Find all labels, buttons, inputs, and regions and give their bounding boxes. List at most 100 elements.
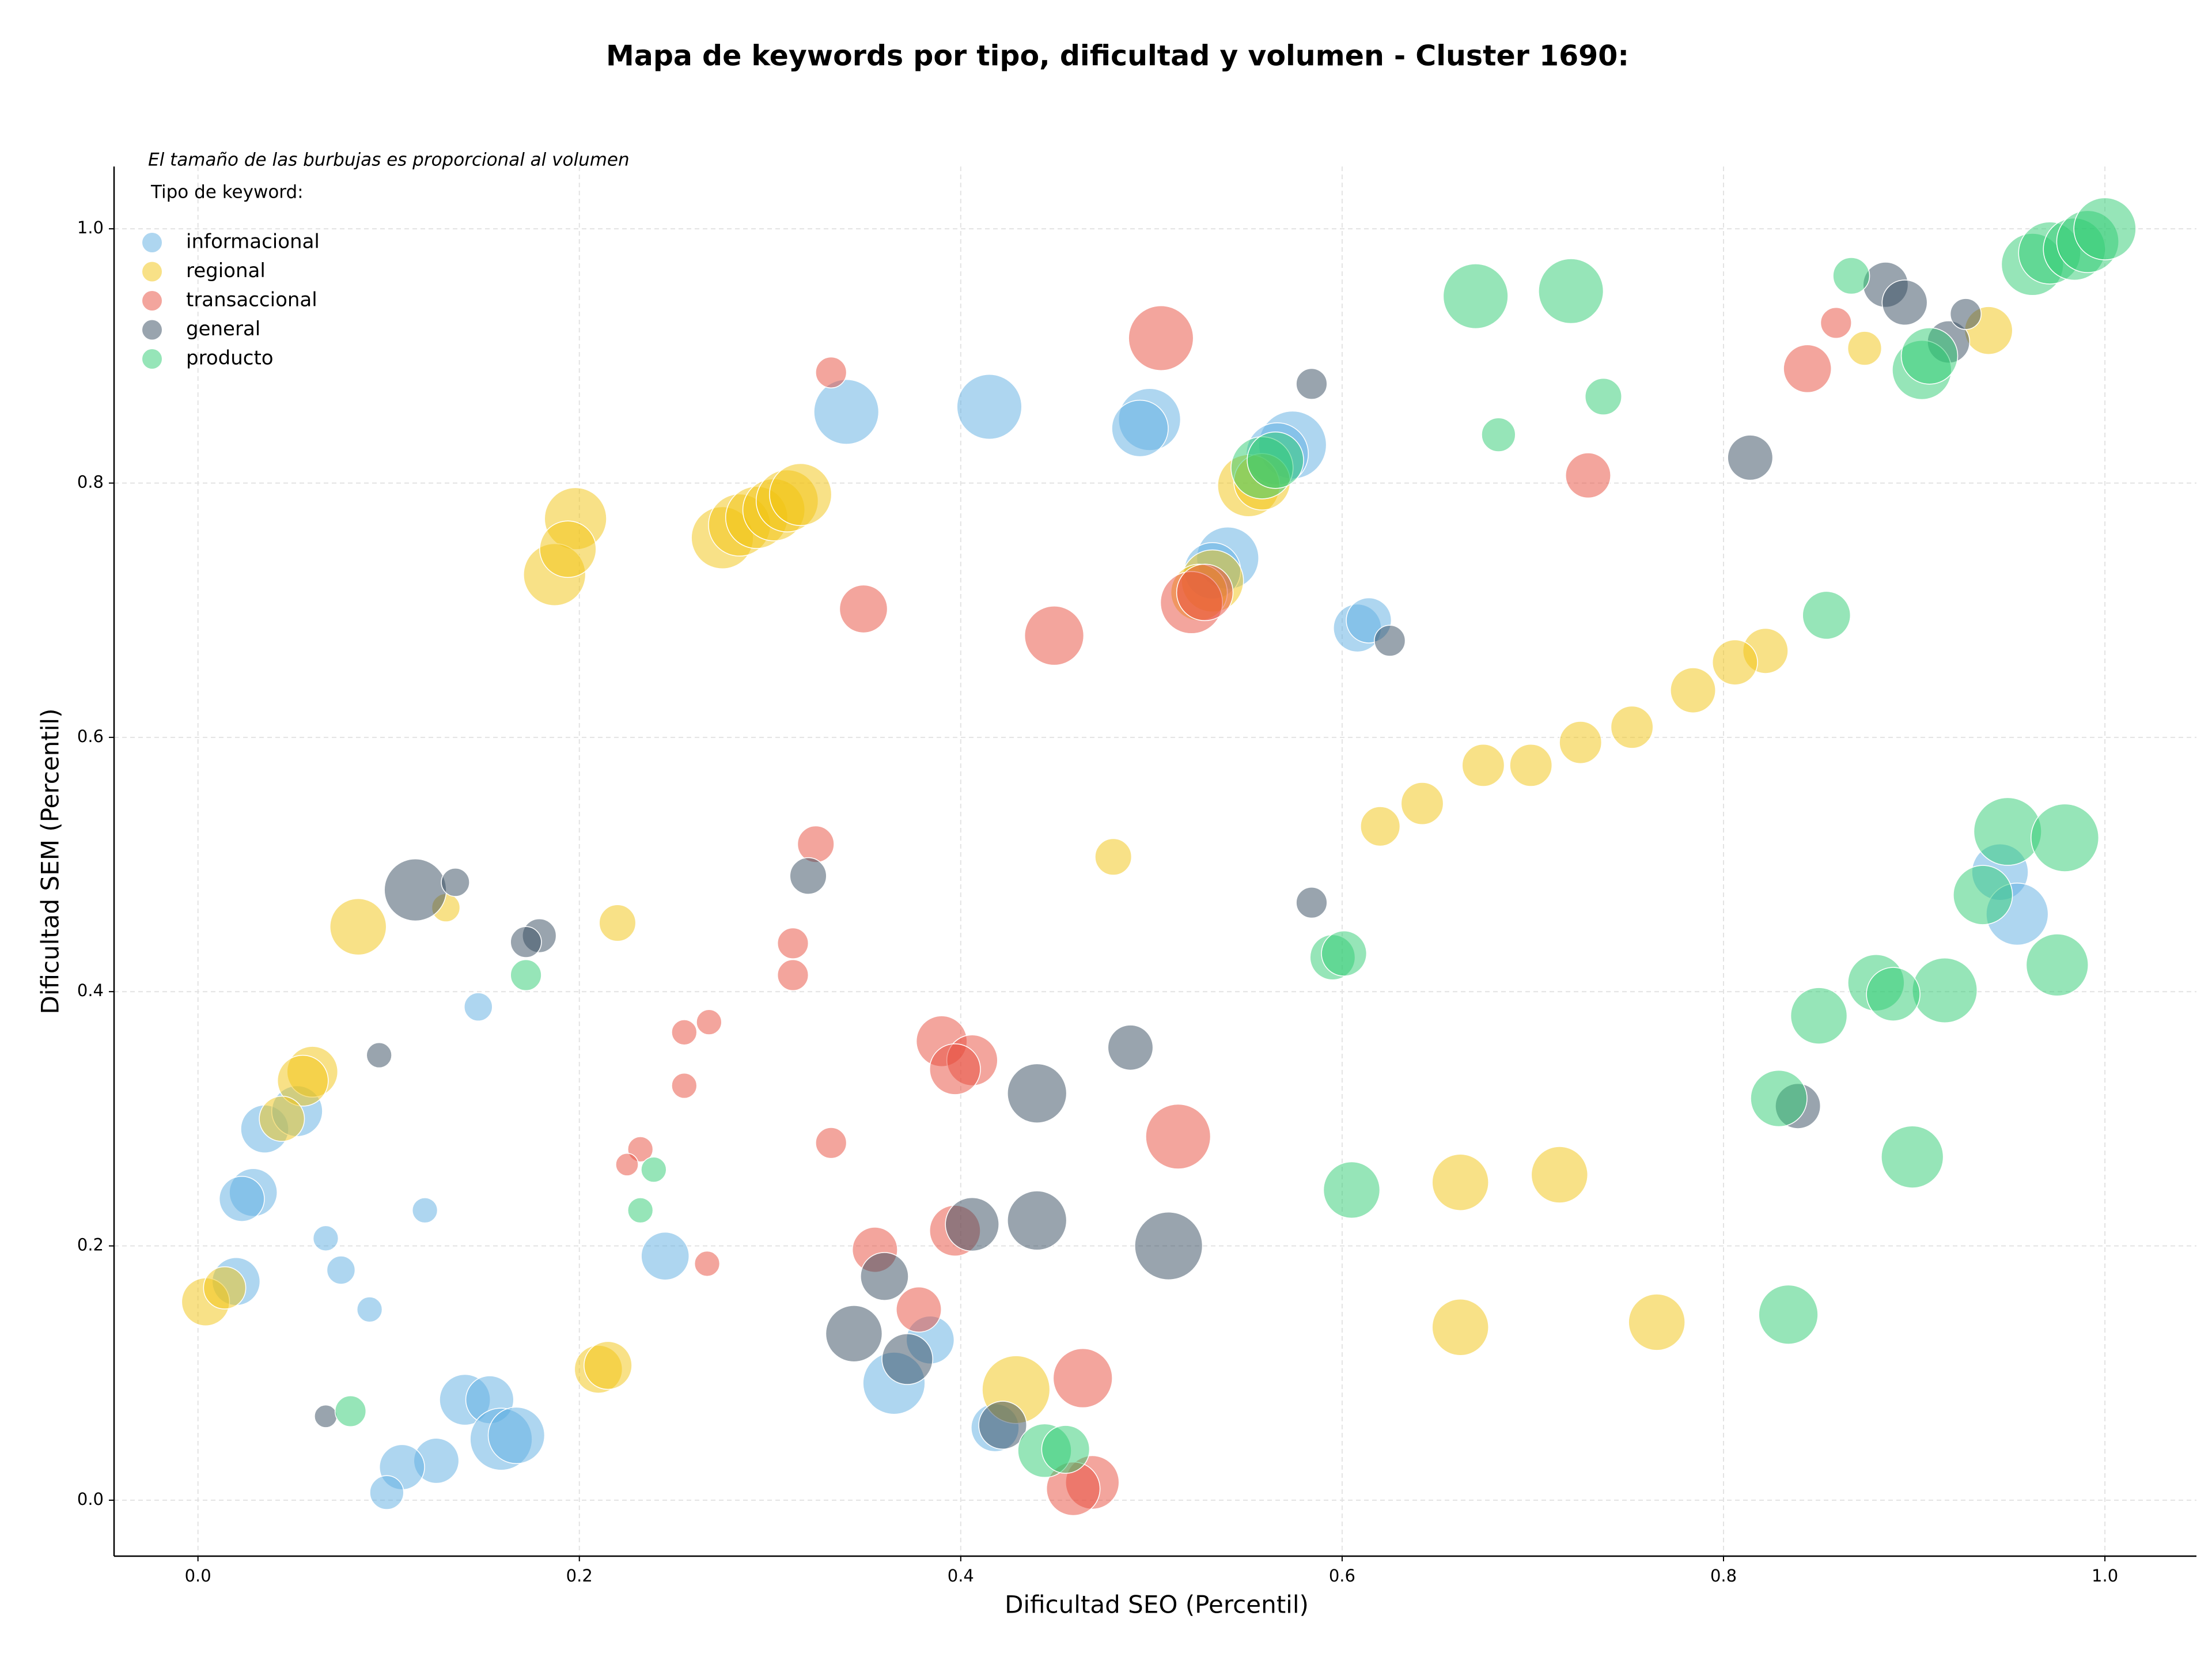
bubble <box>641 1156 667 1183</box>
bubble <box>825 1305 883 1363</box>
y-tick-label: 0.2 <box>77 1235 104 1255</box>
bubble <box>369 1475 404 1510</box>
y-tick-label: 0.6 <box>77 727 104 746</box>
bubble <box>896 1286 942 1333</box>
y-tick-label: 0.8 <box>77 472 104 491</box>
bubble <box>1134 1212 1203 1281</box>
bubble <box>956 374 1022 440</box>
bubble <box>312 1225 339 1251</box>
bubble <box>1559 721 1603 765</box>
bubble <box>777 927 809 959</box>
bubble <box>627 1197 654 1224</box>
x-axis-label: Dificultad SEO (Percentil) <box>1005 1591 1309 1619</box>
bubble <box>1949 298 1982 330</box>
bubble <box>218 1175 265 1222</box>
legend-marker <box>142 233 162 252</box>
bubble <box>1758 1284 1819 1345</box>
bubble <box>839 584 888 634</box>
bubble <box>1145 1103 1211 1170</box>
bubble <box>366 1042 392 1069</box>
x-tick-label: 0.4 <box>948 1566 974 1586</box>
bubble <box>1847 331 1883 366</box>
bubble <box>441 868 470 897</box>
bubble <box>1881 1125 1944 1189</box>
y-tick-label: 1.0 <box>77 218 104 237</box>
bubble <box>1953 865 2013 925</box>
bubble <box>860 1252 909 1301</box>
y-axis-label: Dificultad SEM (Percentil) <box>36 709 65 1015</box>
x-tick-label: 0.6 <box>1329 1566 1355 1586</box>
bubble <box>326 1255 356 1285</box>
bubble <box>487 1406 546 1465</box>
bubble <box>815 1127 847 1159</box>
bubble <box>813 379 880 445</box>
bubble <box>1750 1069 1808 1127</box>
bubble <box>789 857 827 895</box>
bubble <box>1296 887 1328 919</box>
bubble <box>1128 305 1194 371</box>
bubble <box>314 1404 338 1428</box>
bubble <box>1584 377 1622 415</box>
x-tick-label: 0.8 <box>1710 1566 1737 1586</box>
bubble <box>815 356 847 389</box>
bubble <box>2031 803 2100 872</box>
bubble <box>1802 591 1851 640</box>
bubble <box>1107 1024 1154 1071</box>
annotation: El tamaño de las burbujas es proporciona… <box>148 150 630 171</box>
bubble <box>203 1266 247 1310</box>
bubble <box>584 1341 632 1390</box>
bubble <box>1783 344 1832 394</box>
bubble <box>259 1095 305 1142</box>
bubble <box>1509 743 1553 787</box>
bubble <box>510 959 542 992</box>
bubble <box>1323 1161 1381 1219</box>
bubble <box>276 1054 329 1107</box>
bubble <box>1461 743 1505 787</box>
bubble <box>599 904 637 942</box>
bubble <box>696 1009 722 1035</box>
x-tick-label: 0.0 <box>185 1566 211 1586</box>
bubble <box>1176 563 1234 621</box>
legend-label: transaccional <box>186 289 317 312</box>
legend-marker <box>142 291 162 311</box>
bubble <box>1321 930 1368 977</box>
bubble <box>1670 667 1716 714</box>
bubble <box>978 1401 1027 1450</box>
legend-label: informacional <box>186 230 320 253</box>
legend-label: regional <box>186 259 266 282</box>
bubble <box>539 520 597 578</box>
legend: Tipo de keyword: informacional regional tr… <box>142 182 320 370</box>
bubble <box>356 1296 383 1323</box>
bubble <box>1431 1299 1489 1356</box>
bubble <box>1866 967 1921 1021</box>
bubble <box>411 1197 438 1224</box>
bubble <box>1832 257 1870 295</box>
x-tick-label: 1.0 <box>2092 1566 2118 1586</box>
bubble <box>1442 263 1509 330</box>
bubble <box>615 1152 639 1176</box>
bubble <box>1820 307 1852 339</box>
bubble <box>945 1197 999 1252</box>
bubble <box>1531 1146 1589 1204</box>
bubble <box>769 463 832 526</box>
bubble <box>464 992 493 1021</box>
legend-marker <box>142 320 162 340</box>
bubble <box>1007 1190 1067 1251</box>
bubble <box>1431 1153 1489 1211</box>
bubble <box>1400 782 1444 825</box>
bubble <box>329 898 387 956</box>
x-tick-label: 0.2 <box>566 1566 593 1586</box>
bubble <box>1481 417 1516 452</box>
bubble <box>2025 933 2089 997</box>
bubble <box>1041 1425 1090 1474</box>
bubble <box>641 1231 690 1281</box>
bubble <box>777 959 809 992</box>
bubble <box>694 1250 721 1277</box>
bubble <box>384 858 447 922</box>
bubble <box>929 1043 981 1095</box>
bubble <box>1052 1348 1113 1409</box>
bubble <box>1628 1293 1685 1351</box>
bubble <box>1374 625 1406 657</box>
bubble <box>1911 957 1978 1024</box>
bubble <box>2073 197 2137 260</box>
